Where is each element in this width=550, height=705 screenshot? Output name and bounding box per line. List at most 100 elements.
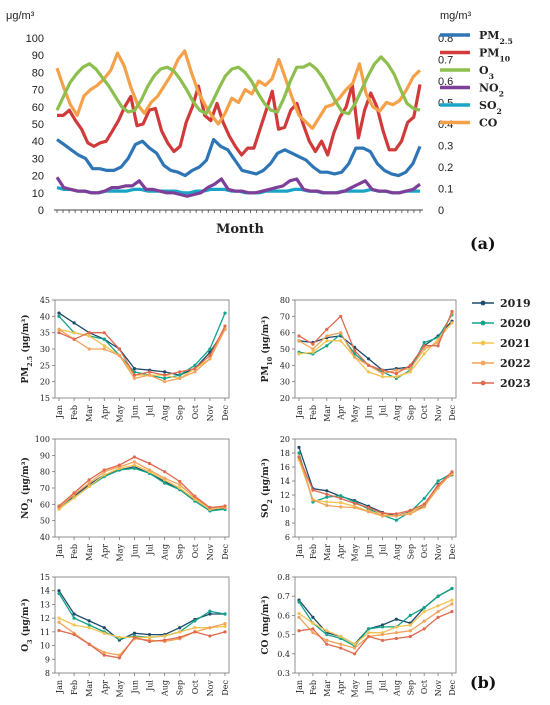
data-point-2021 bbox=[325, 629, 329, 633]
data-point-2023 bbox=[380, 368, 385, 372]
x-tick-label: May bbox=[115, 405, 124, 423]
x-tick-label: Jun bbox=[365, 405, 374, 420]
panel-b-charts: 15 20 25 30 35 40 45 Jan Feb Mar Apr May Jun Jul Aug Se… bbox=[20, 296, 457, 697]
data-point-2023 bbox=[117, 656, 121, 660]
data-point-2020 bbox=[57, 314, 61, 318]
series-line-no2 bbox=[55, 176, 421, 198]
data-point-2019 bbox=[147, 633, 152, 637]
legend-label-pm10: PM10 bbox=[479, 47, 510, 64]
left-tick-label: 20 bbox=[32, 171, 44, 183]
x-tick-label: Apr bbox=[100, 544, 109, 560]
data-point-2023 bbox=[422, 502, 426, 506]
data-point-2023 bbox=[394, 636, 398, 641]
x-tick-label: Sep bbox=[176, 680, 185, 695]
x-tick-label: Apr bbox=[337, 544, 346, 560]
data-point-2023 bbox=[163, 373, 167, 377]
y-tick-label: 0.3 bbox=[277, 669, 290, 678]
x-tick-label: Dec bbox=[221, 543, 230, 559]
x-tick-label: Aug bbox=[392, 680, 401, 697]
series-line-pm10 bbox=[57, 82, 422, 157]
data-point-2019 bbox=[132, 631, 137, 635]
x-tick-label: Sep bbox=[176, 405, 185, 420]
y-tick-label: 70 bbox=[280, 312, 290, 321]
data-point-2023 bbox=[193, 630, 197, 634]
x-tick-label: Oct bbox=[420, 679, 429, 694]
data-point-2023 bbox=[436, 344, 440, 348]
series-line-2023 bbox=[58, 325, 226, 376]
series-line-pm2.5 bbox=[56, 137, 422, 178]
left-tick-label: 30 bbox=[32, 153, 44, 165]
x-tick-label: Mar bbox=[85, 544, 94, 561]
data-point-2019 bbox=[72, 612, 76, 616]
data-point-2023 bbox=[297, 334, 301, 338]
x-tick-label: Aug bbox=[161, 405, 170, 422]
y-axis-label: PM10 (μg/m³) bbox=[260, 316, 274, 383]
legend-label-o3: O3 bbox=[479, 64, 494, 81]
data-point-2022 bbox=[178, 483, 182, 487]
data-point-2020 bbox=[132, 466, 137, 470]
data-point-2022 bbox=[57, 327, 61, 331]
y-tick-label: 50 bbox=[280, 345, 290, 354]
data-point-2019 bbox=[57, 589, 61, 593]
series-line-2020 bbox=[298, 452, 453, 521]
data-point-2020 bbox=[325, 344, 329, 348]
series-line-2022 bbox=[298, 603, 453, 649]
x-tick-label: Mar bbox=[323, 405, 332, 422]
data-point-2022 bbox=[193, 370, 197, 374]
data-point-2023 bbox=[178, 370, 182, 374]
data-point-2021 bbox=[339, 501, 343, 505]
data-point-2020 bbox=[223, 612, 227, 616]
data-point-2019 bbox=[311, 615, 315, 619]
series-line-co bbox=[55, 49, 422, 130]
data-point-2023 bbox=[132, 455, 137, 459]
subplot-no2: 40 50 60 70 80 90 100 Jan Feb Mar Apr May Jun Jul Aug S… bbox=[20, 435, 230, 561]
subplot-co: 0.3 0.4 0.5 0.6 0.7 0.8 Jan Feb Mar Apr May Jun Jul A… bbox=[260, 573, 457, 697]
right-tick-label: 0.3 bbox=[438, 141, 453, 153]
data-point-2023 bbox=[147, 639, 152, 644]
data-point-2022 bbox=[436, 609, 440, 614]
x-tick-label: Dec bbox=[448, 404, 457, 420]
data-point-2023 bbox=[394, 371, 398, 376]
data-point-2021 bbox=[297, 352, 301, 356]
data-point-2022 bbox=[57, 620, 61, 624]
panel-a-left-ticks: 0 10 20 30 40 50 60 70 80 90 100 bbox=[26, 33, 44, 217]
data-point-2023 bbox=[72, 633, 76, 637]
data-point-2023 bbox=[208, 353, 212, 358]
series-line-2020 bbox=[298, 314, 453, 380]
x-tick-label: Dec bbox=[221, 404, 230, 420]
y-tick-label: 100 bbox=[35, 435, 50, 444]
x-tick-label: Jul bbox=[146, 405, 155, 417]
x-tick-label: Oct bbox=[191, 404, 200, 419]
data-point-2021 bbox=[311, 621, 315, 625]
data-point-2022 bbox=[132, 460, 137, 464]
x-tick-label: Jan bbox=[55, 405, 64, 419]
data-point-2023 bbox=[380, 638, 385, 642]
series-line-2020 bbox=[298, 587, 453, 647]
data-point-2020 bbox=[163, 376, 167, 380]
y-tick-label: 20 bbox=[280, 394, 290, 403]
x-tick-label: May bbox=[351, 405, 360, 423]
data-point-2022 bbox=[339, 331, 343, 335]
x-tick-label: Apr bbox=[100, 680, 109, 696]
x-tick-label: Nov bbox=[434, 544, 443, 561]
subplot-pm10: 20 30 40 50 60 70 80 Jan Feb Mar Apr May Jun Jul Aug Se… bbox=[260, 296, 457, 422]
y-tick-label: 0.8 bbox=[277, 573, 290, 582]
data-point-2023 bbox=[163, 470, 167, 474]
data-point-2023 bbox=[394, 512, 398, 516]
data-point-2022 bbox=[311, 347, 315, 351]
y-axis-label: O3 (μg/m³) bbox=[20, 598, 34, 652]
data-point-2021 bbox=[87, 484, 91, 488]
data-point-2019 bbox=[163, 370, 167, 374]
x-tick-label: May bbox=[115, 680, 124, 698]
x-tick-label: May bbox=[115, 544, 124, 562]
data-point-2022 bbox=[394, 631, 398, 635]
left-tick-label: 80 bbox=[32, 67, 44, 79]
x-tick-label: Sep bbox=[406, 405, 415, 420]
x-tick-label: Oct bbox=[420, 404, 429, 419]
x-tick-label: Feb bbox=[70, 680, 79, 695]
data-point-2021 bbox=[193, 626, 197, 630]
y-tick-label: 0.7 bbox=[277, 592, 290, 601]
x-tick-label: Oct bbox=[191, 679, 200, 694]
x-tick-label: Nov bbox=[434, 680, 443, 697]
